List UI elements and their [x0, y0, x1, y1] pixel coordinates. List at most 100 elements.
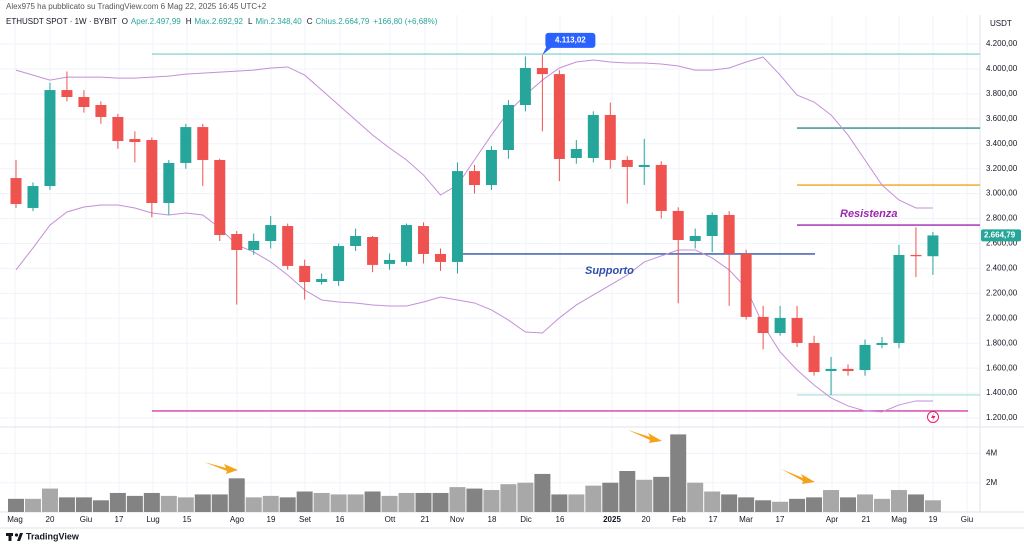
candle-body	[451, 171, 463, 262]
volume-bar	[245, 497, 262, 512]
volume-bar	[890, 490, 907, 512]
x-tick-label: Apr	[826, 515, 839, 524]
volume-bar	[670, 434, 687, 512]
y-tick-label: 1.600,00	[986, 363, 1018, 372]
volume-bar	[160, 495, 177, 512]
callout-pointer	[542, 46, 553, 55]
volume-bar	[517, 482, 534, 512]
x-tick-label: Lug	[146, 515, 159, 524]
candle-body	[774, 317, 786, 334]
volume-bar	[381, 495, 398, 512]
volume-bar	[364, 491, 381, 512]
volume-bar	[194, 494, 211, 512]
volume-bar	[924, 500, 941, 512]
candle-body	[553, 74, 565, 159]
candle-body	[214, 159, 226, 236]
candle-body	[706, 214, 718, 237]
x-tick-label: 19	[267, 515, 276, 524]
volume-bar	[619, 471, 636, 512]
alert-icon	[927, 411, 939, 423]
volume-bar	[687, 482, 704, 512]
volume-bar	[585, 485, 602, 512]
callout-box	[545, 32, 596, 48]
x-tick-label: 2025	[603, 515, 621, 524]
y-tick-label: 2.600,00	[986, 239, 1018, 248]
volume-bar	[330, 494, 347, 512]
volume-bar	[755, 500, 772, 512]
candle-body	[78, 97, 90, 107]
x-tick-label: 17	[115, 515, 124, 524]
candle-body	[672, 210, 684, 241]
candle-body	[146, 140, 158, 203]
labels: 1.200,00 1.400,00 1.600,00 1.800,00 2.000,00…	[7, 32, 1021, 524]
ohlc-legend: ETHUSDT SPOT · 1W · BYBIT O Aper.2.497,99 H…	[6, 17, 438, 26]
volume-pane	[8, 434, 941, 512]
candle-body	[197, 127, 209, 160]
volume-bar	[75, 497, 92, 512]
legend-item: Aper.2.497,99	[131, 17, 181, 26]
candle-body	[859, 344, 871, 371]
legend-item: C	[307, 17, 313, 26]
candle-body	[740, 253, 752, 317]
arrow	[204, 462, 238, 474]
legend-item: Chius.2.664,79	[316, 17, 370, 26]
candle-body	[825, 368, 837, 372]
candle-body	[655, 164, 667, 211]
y-axis-title: USDT	[990, 19, 1012, 28]
candle-body	[723, 214, 735, 254]
candle-body	[757, 316, 769, 334]
legend-item: ETHUSDT SPOT · 1W · BYBIT	[6, 17, 117, 26]
volume-bar	[313, 492, 330, 512]
legend-item: +166,80 (+6,68%)	[373, 17, 437, 26]
volume-bar	[177, 497, 194, 512]
bollinger-bands	[15, 56, 933, 413]
volume-bar	[500, 484, 517, 512]
candle-body	[485, 150, 497, 186]
logo	[6, 533, 23, 541]
grid	[0, 15, 980, 512]
candle-body	[791, 317, 803, 343]
volume-bar	[109, 492, 126, 512]
legend-item: H	[186, 17, 192, 26]
volume-bar	[347, 494, 364, 512]
candle-body	[401, 225, 413, 262]
candle-body	[876, 342, 888, 345]
arrow	[781, 469, 815, 484]
candle-body	[10, 178, 22, 204]
last-price-label: 2.664,79	[984, 231, 1016, 240]
line-label: Supporto	[585, 265, 634, 277]
candle-body	[95, 105, 107, 117]
candle-body	[418, 226, 430, 254]
callout-label: 4.113,02	[555, 35, 586, 44]
volume-bar	[432, 492, 449, 512]
candle-body	[621, 159, 633, 167]
x-tick-label: 20	[642, 515, 651, 524]
volume-bar	[602, 482, 619, 512]
volume-bar	[840, 497, 857, 512]
candle-body	[604, 114, 616, 160]
volume-bar	[296, 491, 313, 512]
candle-body	[689, 236, 701, 242]
x-tick-label: Ago	[230, 515, 245, 524]
band-line	[15, 56, 933, 209]
y-tick-label: 2.000,00	[986, 313, 1018, 322]
volume-bar	[24, 498, 41, 512]
candles	[10, 54, 939, 395]
x-tick-label: Giu	[961, 515, 973, 524]
volume-bar	[483, 490, 500, 512]
candle-body	[333, 245, 345, 282]
x-tick-label: 19	[929, 515, 938, 524]
candle-body	[112, 116, 124, 142]
x-tick-label: Mag	[7, 515, 23, 524]
candle-body	[367, 237, 379, 265]
candle-body	[893, 254, 905, 343]
candle-body	[587, 114, 599, 158]
candle-body	[927, 235, 939, 257]
volume-bar	[279, 497, 296, 512]
candle-body	[299, 265, 311, 283]
y-tick-label: 4.000,00	[986, 64, 1018, 73]
volume-bar	[398, 492, 415, 512]
volume-bar	[551, 494, 568, 512]
